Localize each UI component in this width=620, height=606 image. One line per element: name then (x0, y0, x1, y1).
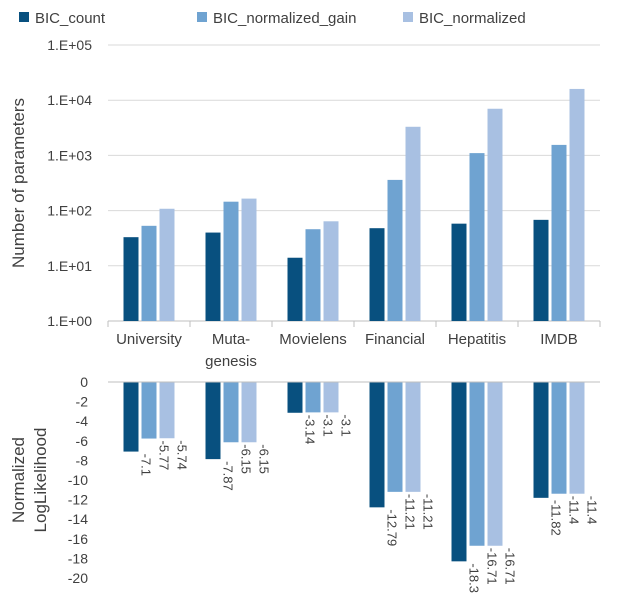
bar-bottom-1-4 (469, 382, 485, 546)
data-label-1-5: -11.4 (567, 496, 582, 525)
bar-bottom-0-4 (451, 382, 467, 562)
bar-bottom-0-2 (287, 382, 303, 413)
data-label-1-1: -6.15 (239, 444, 254, 474)
bar-bottom-2-0 (159, 382, 175, 439)
legend-swatch-1 (197, 12, 207, 22)
legend-label-1: BIC_normalized_gain (213, 10, 356, 27)
bar-bottom-2-3 (405, 382, 421, 492)
data-label-2-2: -3.1 (339, 414, 354, 436)
data-label-0-2: -3.14 (303, 415, 318, 445)
bar-top-0-5 (533, 219, 549, 321)
bar-top-0-1 (205, 232, 221, 321)
bar-bottom-1-2 (305, 382, 321, 413)
bar-top-2-0 (159, 208, 175, 321)
legend-label-2: BIC_normalized (419, 10, 526, 27)
bar-bottom-1-3 (387, 382, 403, 492)
bar-top-0-0 (123, 237, 139, 321)
y-tick-label: 1.E+01 (47, 258, 92, 274)
bar-bottom-0-1 (205, 382, 221, 460)
data-label-0-1: -7.87 (221, 461, 236, 491)
bar-top-1-4 (469, 153, 485, 321)
y-tick-label-bottom: -14 (68, 511, 88, 527)
bar-bottom-0-5 (533, 382, 549, 498)
bar-top-1-2 (305, 229, 321, 321)
legend-label-0: BIC_count (35, 10, 106, 27)
data-label-0-0: -7.1 (139, 454, 154, 476)
data-label-2-3: -11.21 (421, 494, 436, 530)
bar-top-1-5 (551, 144, 567, 321)
y-tick-label: 1.E+00 (47, 313, 92, 329)
bar-bottom-0-3 (369, 382, 385, 508)
category-label-5: IMDB (540, 331, 578, 348)
bar-top-1-3 (387, 179, 403, 321)
category-label-1: Muta-genesis (205, 331, 257, 370)
y-tick-label-bottom: -12 (68, 492, 88, 508)
data-label-1-2: -3.1 (321, 414, 336, 436)
data-label-0-3: -12.79 (384, 509, 399, 546)
bar-bottom-2-4 (487, 382, 503, 546)
data-label-2-1: -6.15 (257, 444, 272, 474)
bar-bottom-1-1 (223, 382, 239, 443)
data-label-2-5: -11.4 (585, 496, 600, 525)
bar-top-2-5 (569, 88, 585, 321)
bar-top-2-1 (241, 198, 257, 321)
bar-bottom-2-2 (323, 382, 339, 413)
bar-top-1-1 (223, 201, 239, 321)
y-tick-label: 1.E+03 (47, 147, 92, 163)
bar-top-2-3 (405, 126, 421, 321)
category-label-2: Movielens (279, 331, 347, 348)
data-label-1-4: -16.71 (485, 548, 500, 585)
bar-top-0-2 (287, 257, 303, 321)
y-axis-title-bottom: Normalized LogLikelihood (9, 428, 50, 533)
bar-bottom-0-0 (123, 382, 139, 452)
bar-bottom-1-5 (551, 382, 567, 494)
legend-swatch-0 (19, 12, 29, 22)
y-tick-label-bottom: -16 (68, 531, 88, 547)
bar-bottom-2-5 (569, 382, 585, 494)
data-label-1-0: -5.77 (157, 441, 172, 471)
top-chart-parameters: 1.E+00 1.E+01 1.E+02 1.E+03 1.E+04 1.E+05 Numb… (9, 37, 601, 329)
bar-top-1-0 (141, 225, 157, 321)
category-label-4: Hepatitis (448, 331, 506, 348)
bar-top-2-2 (323, 221, 339, 321)
data-label-0-4: -18.3 (467, 563, 482, 593)
y-tick-label-bottom: -18 (68, 550, 88, 566)
legend: BIC_count BIC_normalized_gain BIC_normaliz… (19, 10, 526, 27)
bottom-chart-loglikelihood: 0 -2 -4 -6 -8 -10 -12 -14 -16 -18 -20 -7.1 -7.87 -3.1… (9, 374, 600, 593)
y-tick-label-bottom: 0 (80, 374, 88, 390)
data-label-2-0: -5.74 (175, 440, 190, 470)
data-label-2-4: -16.71 (503, 548, 518, 585)
y-tick-label: 1.E+04 (47, 92, 92, 108)
category-label-3: Financial (365, 331, 425, 348)
y-tick-label-bottom: -6 (76, 433, 89, 449)
category-label-0: University (116, 331, 182, 348)
y-tick-label-bottom: -2 (76, 394, 89, 410)
bar-bottom-2-1 (241, 382, 257, 443)
y-tick-label: 1.E+02 (47, 203, 92, 219)
bar-top-0-4 (451, 223, 467, 321)
y-axis-title-top: Number of parameters (9, 98, 28, 268)
bar-top-0-3 (369, 228, 385, 321)
data-label-0-5: -11.82 (549, 500, 564, 536)
legend-swatch-2 (403, 12, 413, 22)
bar-top-2-4 (487, 108, 503, 322)
category-labels: University Muta-genesis Movielens Financial… (116, 331, 578, 370)
y-tick-label-bottom: -10 (68, 472, 88, 488)
bar-bottom-1-0 (141, 382, 157, 439)
data-label-1-3: -11.21 (403, 494, 418, 530)
y-tick-label-bottom: -8 (76, 452, 89, 468)
y-tick-label: 1.E+05 (47, 37, 92, 53)
y-tick-label-bottom: -20 (68, 570, 88, 586)
y-tick-label-bottom: -4 (76, 413, 89, 429)
